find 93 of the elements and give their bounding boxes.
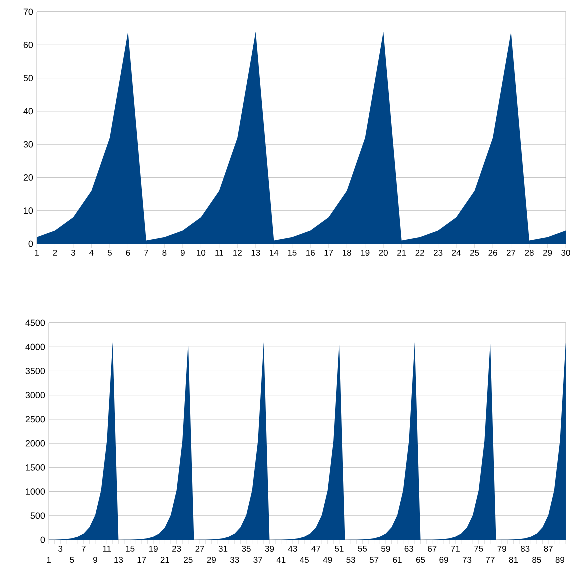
y-tick-label: 3000 xyxy=(26,392,46,399)
x-tick-label: 3 xyxy=(71,250,76,256)
x-tick-label: 25 xyxy=(184,557,193,564)
y-tick-label: 20 xyxy=(24,174,34,181)
x-tick-label: 10 xyxy=(197,250,206,256)
x-tick-label: 35 xyxy=(242,546,251,552)
x-tick-label: 27 xyxy=(506,250,516,256)
x-tick-label: 7 xyxy=(82,546,86,552)
x-tick-label: 49 xyxy=(323,557,332,564)
x-tick-label: 24 xyxy=(452,250,462,256)
x-tick-label: 73 xyxy=(462,557,472,564)
x-tick-label: 77 xyxy=(486,557,495,563)
x-tick-label: 75 xyxy=(474,546,484,552)
x-tick-label: 31 xyxy=(218,546,228,552)
x-tick-label: 5 xyxy=(70,557,74,564)
x-tick-label: 69 xyxy=(440,557,448,564)
x-tick-label: 13 xyxy=(114,557,124,564)
x-tick-label: 63 xyxy=(404,546,414,552)
y-tick-label: 1500 xyxy=(26,464,46,471)
x-tick-label: 30 xyxy=(562,250,570,256)
x-tick-label: 19 xyxy=(149,546,158,552)
y-tick-label: 4500 xyxy=(26,320,46,326)
x-tick-label: 71 xyxy=(451,546,460,552)
x-tick-label: 7 xyxy=(144,250,148,256)
x-tick-label: 67 xyxy=(428,546,437,552)
x-tick-label: 1 xyxy=(35,250,39,256)
y-tick-label: 50 xyxy=(24,75,34,82)
x-tick-label: 8 xyxy=(162,250,167,256)
x-tick-label: 9 xyxy=(94,557,98,564)
x-tick-label: 83 xyxy=(520,546,530,552)
x-tick-label: 53 xyxy=(346,557,356,564)
x-tick-label: 23 xyxy=(434,250,443,256)
x-tick-label: 45 xyxy=(300,557,309,564)
x-tick-label: 25 xyxy=(470,250,480,256)
x-tick-label: 57 xyxy=(370,557,379,564)
y-tick-label: 3500 xyxy=(26,368,46,374)
x-tick-label: 11 xyxy=(103,546,112,552)
y-tick-label: 40 xyxy=(24,108,34,115)
y-tick-label: 500 xyxy=(30,512,46,520)
x-tick-label: 22 xyxy=(416,250,424,256)
x-tick-label: 41 xyxy=(276,557,286,563)
x-tick-label: 33 xyxy=(230,557,240,564)
x-tick-label: 43 xyxy=(288,546,298,552)
x-tick-label: 51 xyxy=(335,546,344,552)
x-tick-label: 5 xyxy=(108,250,112,256)
x-tick-label: 21 xyxy=(398,250,406,256)
x-tick-label: 23 xyxy=(172,546,182,552)
x-tick-label: 12 xyxy=(234,250,242,256)
x-tick-label: 29 xyxy=(543,250,552,256)
x-tick-label: 59 xyxy=(382,546,390,552)
x-tick-label: 4 xyxy=(90,250,94,256)
x-tick-label: 27 xyxy=(196,546,204,552)
x-tick-label: 13 xyxy=(252,250,260,256)
x-tick-label: 61 xyxy=(393,557,402,564)
x-tick-label: 1 xyxy=(47,557,51,563)
y-tick-label: 1000 xyxy=(26,488,46,495)
x-tick-label: 11 xyxy=(216,250,224,256)
y-tick-label: 2000 xyxy=(26,440,46,447)
y-tick-label: 30 xyxy=(24,141,34,148)
x-tick-label: 6 xyxy=(126,250,130,256)
x-tick-label: 17 xyxy=(138,557,146,563)
x-tick-label: 21 xyxy=(160,557,170,563)
x-tick-label: 89 xyxy=(556,557,565,564)
x-tick-label: 15 xyxy=(126,546,135,552)
y-tick-label: 10 xyxy=(24,208,34,214)
y-tick-label: 4000 xyxy=(26,344,46,350)
x-tick-label: 2 xyxy=(53,250,58,256)
x-tick-label: 20 xyxy=(379,250,388,256)
x-tick-label: 18 xyxy=(343,250,352,256)
x-tick-label: 55 xyxy=(358,546,368,552)
x-tick-label: 9 xyxy=(180,250,185,256)
x-tick-label: 26 xyxy=(488,250,498,256)
y-tick-label: 70 xyxy=(24,8,34,16)
x-tick-label: 14 xyxy=(270,250,279,256)
x-tick-label: 29 xyxy=(207,557,216,564)
x-tick-label: 28 xyxy=(525,250,534,256)
x-tick-label: 85 xyxy=(532,557,542,564)
x-tick-label: 16 xyxy=(306,250,315,256)
x-tick-label: 47 xyxy=(312,546,321,552)
x-tick-label: 81 xyxy=(509,557,518,564)
x-tick-label: 37 xyxy=(254,557,262,564)
y-tick-label: 0 xyxy=(40,536,46,544)
x-tick-label: 19 xyxy=(361,250,370,256)
y-tick-label: 60 xyxy=(24,42,34,48)
y-tick-label: 2500 xyxy=(26,416,46,423)
x-tick-label: 15 xyxy=(288,250,297,256)
x-tick-label: 65 xyxy=(416,557,426,564)
y-tick-label: 0 xyxy=(28,240,34,248)
x-tick-label: 87 xyxy=(544,546,553,552)
x-tick-label: 79 xyxy=(498,546,506,552)
x-tick-label: 3 xyxy=(58,546,63,552)
x-tick-label: 17 xyxy=(324,250,334,256)
x-tick-label: 39 xyxy=(265,546,274,552)
